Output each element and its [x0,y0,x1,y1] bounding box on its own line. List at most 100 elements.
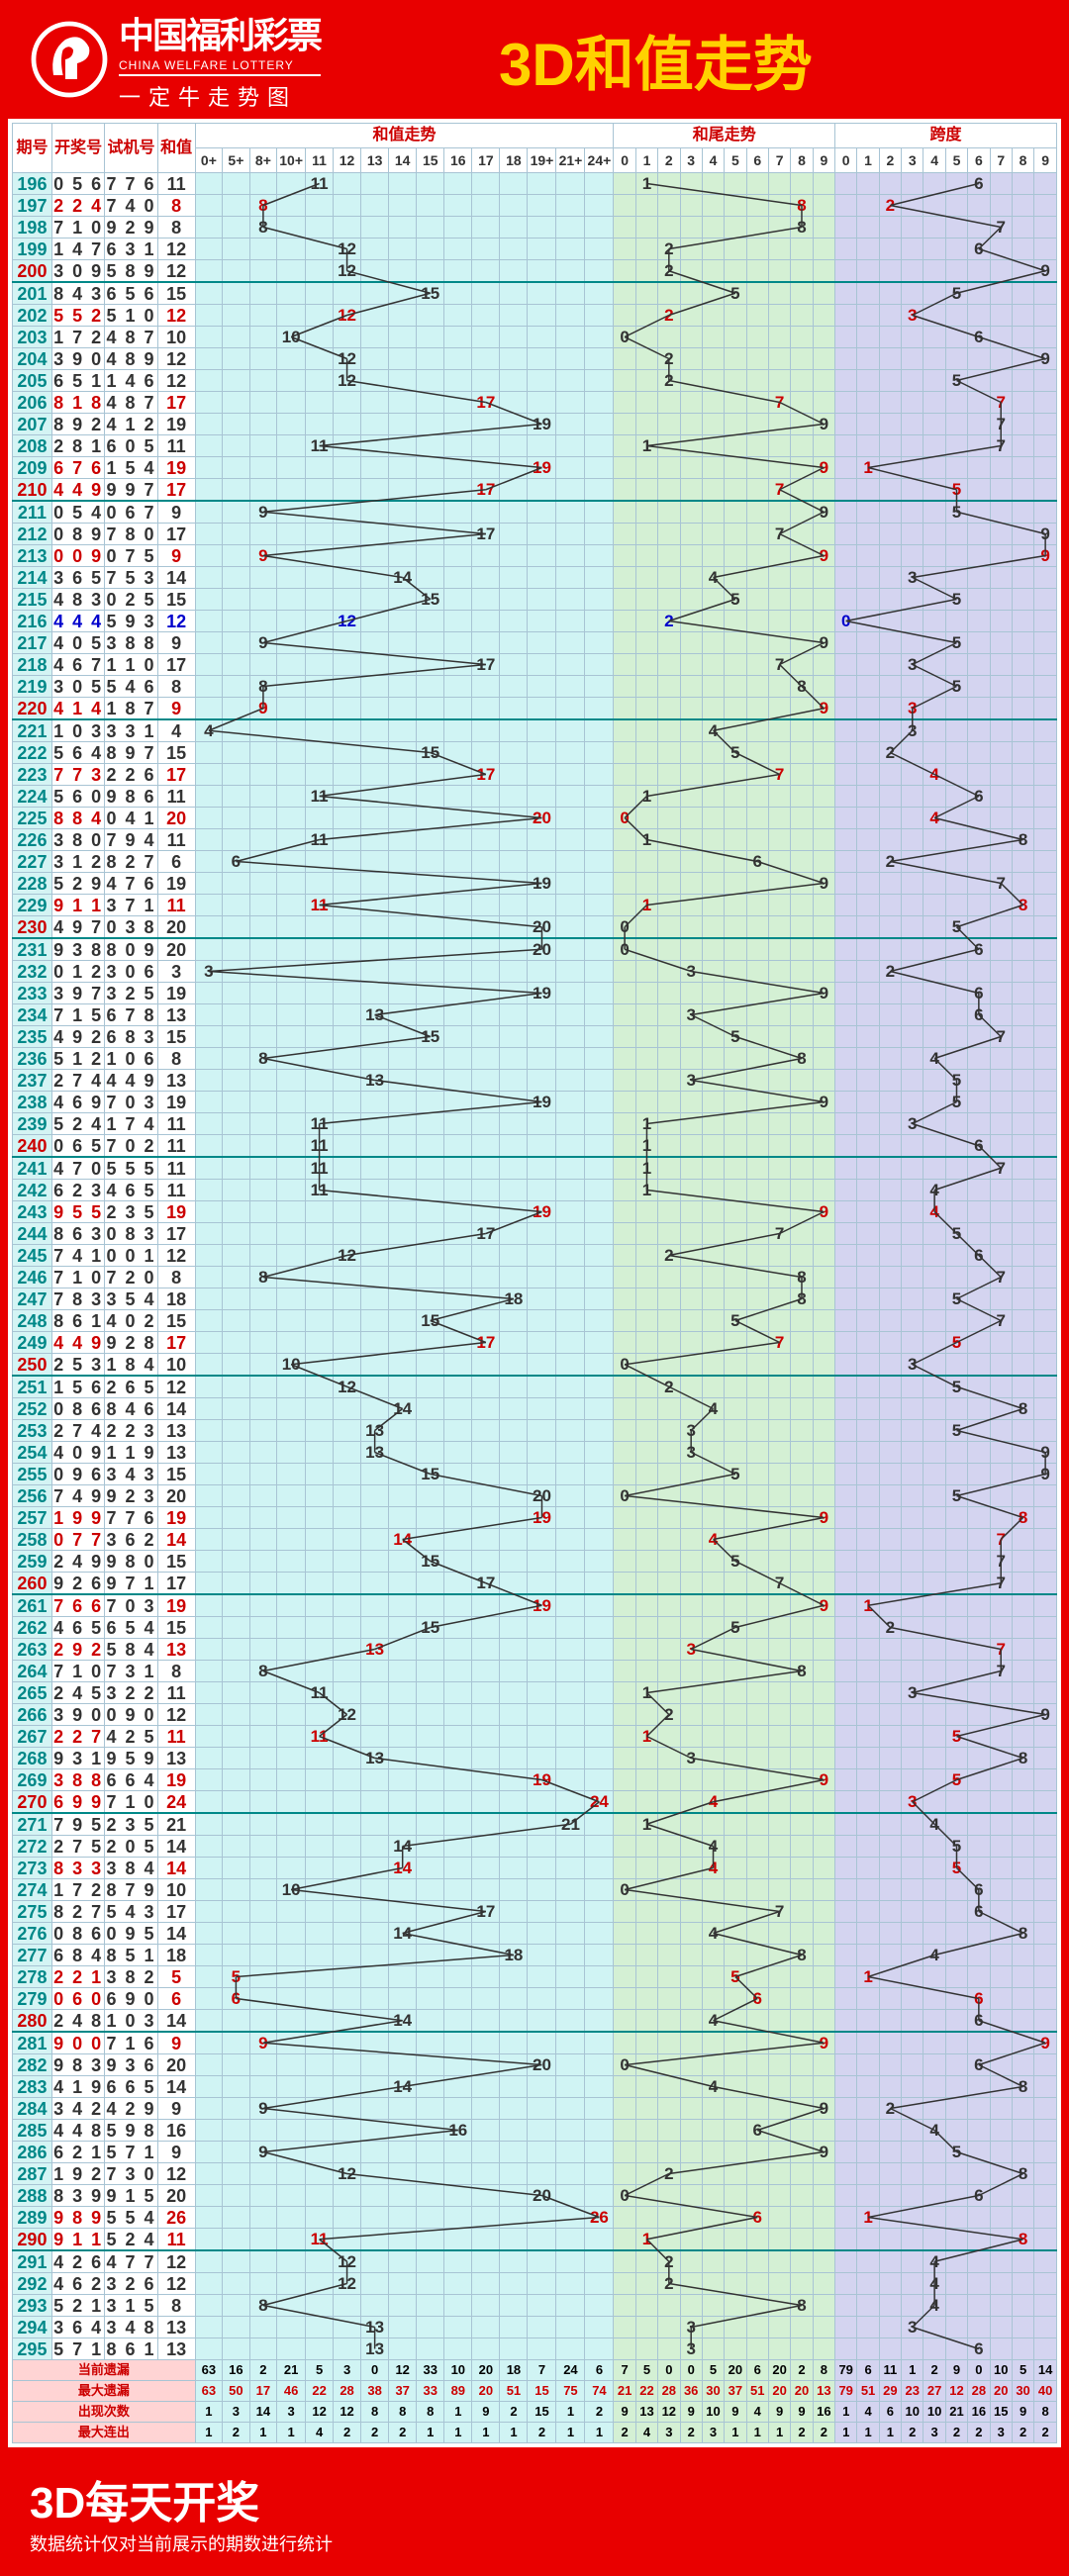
hz-cell: 17 [472,1573,500,1595]
hw-cell [725,829,746,851]
hz-cell [195,2010,223,2033]
hz-cell [306,1661,334,1682]
test-cell: 3 0 6 [105,961,157,983]
hw-cell [680,348,702,370]
hz-cell [306,2032,334,2054]
hw-cell [680,1923,702,1945]
kd-cell [945,2185,967,2207]
hw-cell [658,1267,680,1288]
award-cell: 5 1 2 [51,1048,104,1070]
kd-cell [1012,742,1033,764]
hz-cell [306,2120,334,2142]
kd-cell [879,873,901,895]
hw-cell [791,370,813,392]
hz-cell [528,1135,556,1158]
hz-cell [389,2250,417,2273]
hz-cell [249,392,277,414]
hw-cell [635,1704,657,1726]
hz-cell [306,1004,334,1026]
hw-cell [614,589,635,611]
hz-cell [361,1661,389,1682]
kd-cell [835,239,857,260]
kd-cell [945,1988,967,2010]
hz-cell [361,829,389,851]
kd-cell [835,1639,857,1661]
hz-cell [444,1791,472,1814]
hw-cell [658,851,680,873]
award-cell: 4 7 0 [51,1157,104,1180]
hz-cell [389,1245,417,1267]
hw-cell [746,217,768,239]
hz-cell [389,1354,417,1377]
hz-cell [500,1485,528,1507]
hw-cell [702,1223,724,1245]
kd-cell [1034,1048,1057,1070]
hz-cell [277,1858,306,1879]
hw-cell [791,1180,813,1201]
kd-cell [990,1923,1012,1945]
hw-cell: 0 [614,1879,635,1901]
hw-cell [614,1594,635,1617]
data-row: 2110 5 40 6 79995 [13,501,1057,524]
kd-cell [968,1507,990,1529]
hw-cell [746,1310,768,1332]
trend-table: 期号开奖号试机号和值和值走势和尾走势跨度0+5+8+10+11121314151… [12,123,1057,2443]
hz-cell [306,2142,334,2163]
hw-cell [791,1858,813,1879]
hw-cell [614,654,635,676]
hw-cell [614,1551,635,1573]
hw-cell [813,2207,834,2229]
hw-cell [813,1945,834,1966]
issue-cell: 231 [13,938,52,961]
hw-cell [746,1048,768,1070]
kd-cell [857,1726,879,1748]
hz-cell [334,195,361,217]
kd-cell [923,1901,945,1923]
hz-cell [444,829,472,851]
hw-cell [635,698,657,720]
hz-cell [472,632,500,654]
kd-cell [1034,1748,1057,1769]
kd-cell [879,1791,901,1814]
hw-cell [680,1813,702,1836]
hz-cell [195,1813,223,1836]
data-row: 2143 6 57 5 3141443 [13,567,1057,589]
hz-cell [585,1267,614,1288]
hz-cell [389,1945,417,1966]
issue-cell: 278 [13,1966,52,1988]
hz-cell [249,1310,277,1332]
kd-cell [1012,1988,1033,2010]
kd-cell: 5 [945,1769,967,1791]
kd-cell [945,1923,967,1945]
kd-cell [923,589,945,611]
kd-cell [945,1639,967,1661]
kd-cell [990,1048,1012,1070]
hw-cell [725,2207,746,2229]
kd-cell [968,1485,990,1507]
hw-cell [791,632,813,654]
hw-cell [725,392,746,414]
hw-cell [813,851,834,873]
hw-cell [746,1354,768,1377]
kd-cell [1012,719,1033,742]
kd-cell [968,1551,990,1573]
hz-cell [389,173,417,195]
hz-cell [500,2185,528,2207]
kd-cell [923,1354,945,1377]
kd-cell [990,611,1012,632]
hw-cell [768,698,790,720]
kd-cell: 4 [923,1048,945,1070]
hz-cell [249,2250,277,2273]
hz-cell [195,173,223,195]
hw-cell [725,851,746,873]
data-row: 2467 1 07 2 08887 [13,1267,1057,1288]
hz-cell [528,1748,556,1769]
hw-cell [768,1945,790,1966]
hw-cell [746,1901,768,1923]
kd-cell [945,524,967,545]
hw-cell [768,2098,790,2120]
hw-cell [680,260,702,283]
hz-cell [306,1288,334,1310]
hw-cell [813,1180,834,1201]
kd-cell [879,501,901,524]
